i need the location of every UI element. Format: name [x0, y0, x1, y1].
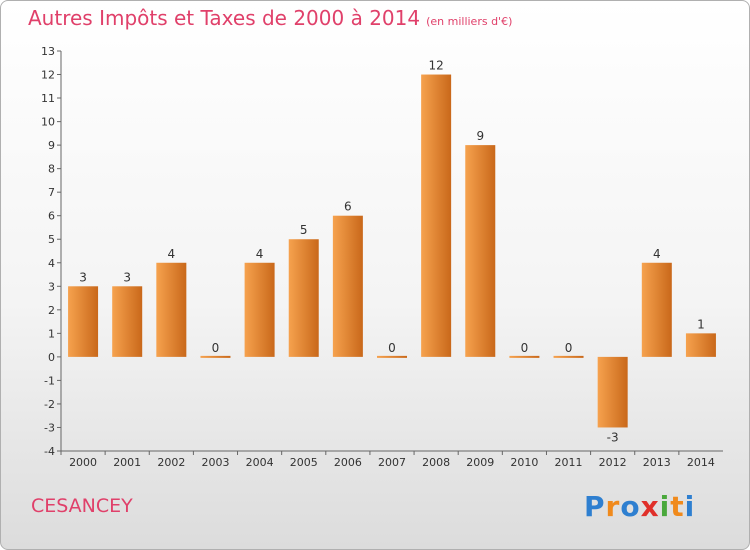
x-tick-label: 2004	[246, 456, 274, 469]
data-label-2001: 3	[123, 270, 131, 284]
x-tick-label: 2009	[466, 456, 494, 469]
logo-letter: o	[620, 490, 641, 523]
bar-2004	[244, 262, 275, 357]
bar-2011	[553, 355, 584, 358]
bar-2013	[641, 262, 672, 357]
data-label-2012: -3	[607, 430, 619, 444]
bar-2002	[156, 262, 187, 357]
y-tick-label: -1	[44, 374, 55, 387]
data-label-2007: 0	[388, 341, 396, 355]
data-label-2003: 0	[212, 341, 220, 355]
x-tick-label: 2010	[510, 456, 538, 469]
x-tick-label: 2000	[69, 456, 97, 469]
y-tick-label: 4	[48, 257, 55, 270]
x-tick-label: 2011	[555, 456, 583, 469]
chart-subtitle: (en milliers d'€)	[426, 15, 513, 28]
y-tick-label: 3	[48, 280, 55, 293]
x-tick-label: 2012	[599, 456, 627, 469]
x-tick-label: 2002	[157, 456, 185, 469]
data-label-2000: 3	[79, 270, 87, 284]
x-tick-label: 2006	[334, 456, 362, 469]
x-tick-label: 2005	[290, 456, 318, 469]
y-tick-label: 1	[48, 327, 55, 340]
data-label-2014: 1	[697, 317, 705, 331]
bar-2005	[288, 239, 319, 357]
y-tick-label: 9	[48, 139, 55, 152]
chart-title-text: Autres Impôts et Taxes de 2000 à 2014	[28, 6, 421, 30]
y-tick-label: -4	[44, 445, 55, 458]
bar-2014	[685, 333, 716, 357]
x-tick-label: 2003	[201, 456, 229, 469]
logo-letter: i	[684, 490, 696, 523]
bar-2008	[421, 74, 452, 357]
y-tick-label: 12	[41, 69, 55, 82]
x-tick-label: 2007	[378, 456, 406, 469]
y-tick-label: 8	[48, 163, 55, 176]
bar-2009	[465, 145, 496, 357]
x-tick-label: 2008	[422, 456, 450, 469]
data-label-2004: 4	[256, 247, 264, 261]
bar-2003	[200, 355, 231, 358]
data-label-2002: 4	[168, 247, 176, 261]
data-label-2011: 0	[565, 341, 573, 355]
bar-2000	[68, 286, 99, 357]
logo-letter: r	[605, 490, 621, 523]
proxiti-logo: Proxiti	[584, 490, 695, 523]
place-name: CESANCEY	[31, 495, 133, 517]
y-tick-label: 6	[48, 210, 55, 223]
data-label-2013: 4	[653, 247, 661, 261]
data-label-2010: 0	[521, 341, 529, 355]
x-tick-label: 2001	[113, 456, 141, 469]
logo-letter: P	[584, 490, 606, 523]
logo-letter: x	[640, 490, 660, 523]
data-label-2008: 12	[428, 59, 443, 73]
x-tick-label: 2014	[687, 456, 715, 469]
chart-title: Autres Impôts et Taxes de 2000 à 2014 (en…	[28, 6, 512, 30]
logo-letter: t	[670, 490, 685, 523]
y-tick-label: 7	[48, 186, 55, 199]
data-label-2009: 9	[476, 129, 484, 143]
bar-2012	[597, 356, 628, 428]
bar-2001	[112, 286, 143, 357]
y-tick-label: -3	[44, 421, 55, 434]
y-tick-label: 5	[48, 233, 55, 246]
y-tick-label: 0	[48, 351, 55, 364]
y-tick-label: 11	[41, 92, 55, 105]
x-tick-label: 2013	[643, 456, 671, 469]
bar-2006	[332, 215, 363, 357]
data-label-2006: 6	[344, 200, 352, 214]
y-tick-label: 2	[48, 304, 55, 317]
logo-letter: i	[659, 490, 671, 523]
bar-2007	[377, 355, 407, 358]
y-tick-label: 10	[41, 116, 55, 129]
bar-2010	[509, 355, 540, 358]
y-tick-label: -2	[44, 398, 55, 411]
y-tick-label: 13	[41, 45, 55, 58]
data-label-2005: 5	[300, 223, 308, 237]
